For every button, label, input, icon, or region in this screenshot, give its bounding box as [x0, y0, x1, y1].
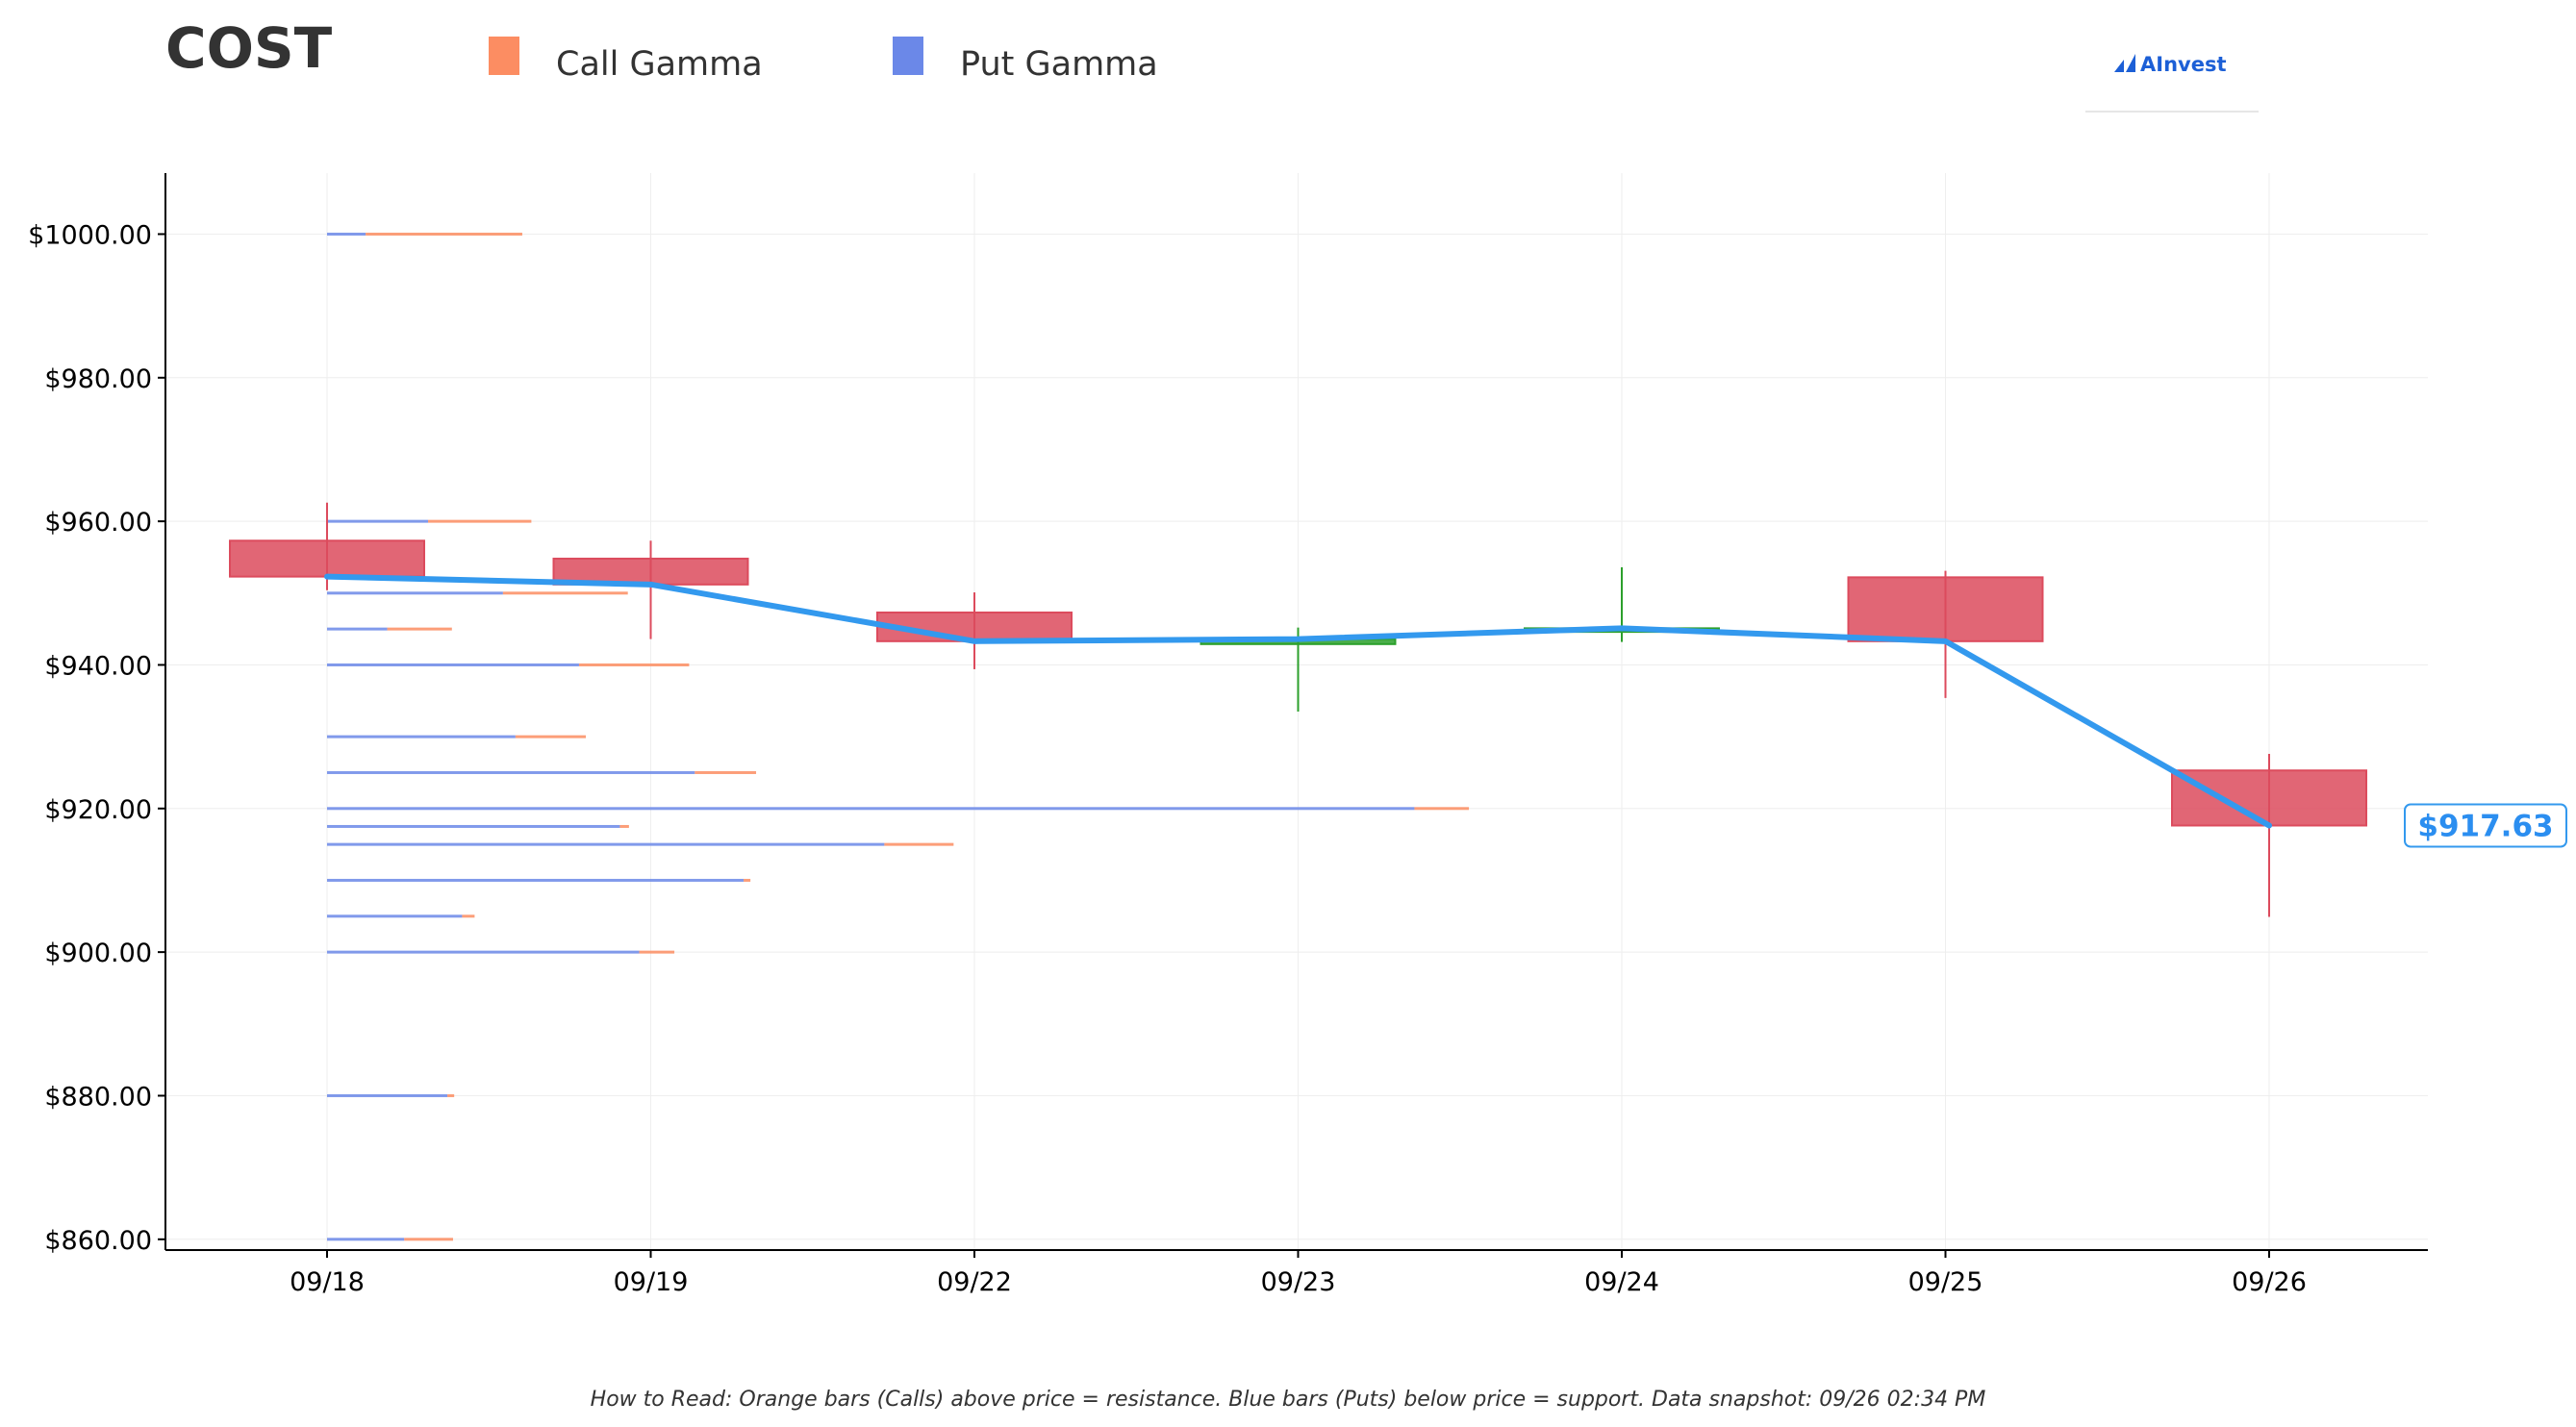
put-gamma-bar — [327, 807, 1415, 811]
call-gamma-legend-label: Call Gamma — [556, 45, 763, 84]
y-tick-label: $960.00 — [44, 508, 152, 538]
put-gamma-bar — [327, 627, 388, 631]
call-gamma-bar — [515, 735, 587, 739]
call-gamma-bar — [695, 770, 757, 774]
call-gamma-bar — [619, 824, 629, 828]
chart-title: COST — [165, 15, 333, 81]
call-gamma-bar — [744, 878, 751, 882]
candle-body — [1847, 576, 2044, 642]
x-tick-label: 09/24 — [1584, 1267, 1659, 1297]
put-gamma-bar — [327, 770, 695, 774]
close-price-line — [324, 573, 2272, 829]
current-price-value: $917.63 — [2417, 809, 2553, 843]
x-tick-label: 09/19 — [614, 1267, 689, 1297]
y-tick-label: $1000.00 — [28, 220, 152, 250]
y-tick-label: $980.00 — [44, 364, 152, 394]
legend: Call Gamma Put Gamma — [489, 37, 1158, 84]
y-tick-label: $860.00 — [44, 1226, 152, 1256]
put-gamma-bar — [327, 842, 885, 846]
put-gamma-bar — [327, 232, 366, 236]
put-gamma-legend-label: Put Gamma — [960, 45, 1158, 84]
call-gamma-bar — [447, 1093, 455, 1097]
current-price-label: $917.63 — [2404, 803, 2567, 848]
put-gamma-bar — [327, 950, 640, 954]
x-tick-label: 09/18 — [290, 1267, 365, 1297]
call-gamma-bar — [404, 1238, 453, 1241]
call-gamma-bar — [366, 232, 522, 236]
ainvest-logo-text: AInvest — [2140, 53, 2227, 76]
ainvest-logo-icon — [2114, 54, 2135, 72]
call-gamma-bar — [884, 842, 954, 846]
call-gamma-legend-swatch — [489, 37, 519, 75]
y-tick-label: $940.00 — [44, 651, 152, 681]
put-gamma-bar — [327, 914, 463, 918]
y-tick-label: $900.00 — [44, 939, 152, 968]
call-gamma-bar — [387, 627, 452, 631]
call-gamma-bar — [1414, 807, 1470, 811]
x-tick-label: 09/26 — [2232, 1267, 2307, 1297]
put-gamma-bar — [327, 663, 579, 666]
call-gamma-bar — [639, 950, 675, 954]
put-gamma-bar — [327, 591, 503, 595]
call-gamma-bar — [428, 519, 532, 523]
put-gamma-bar — [327, 1093, 448, 1097]
put-gamma-bar — [327, 519, 429, 523]
y-tick-label: $880.00 — [44, 1082, 152, 1112]
put-gamma-legend-swatch — [893, 37, 923, 75]
put-gamma-bar — [327, 878, 745, 882]
candle-body — [2171, 769, 2367, 827]
put-gamma-bar — [327, 1238, 405, 1241]
y-tick-label: $920.00 — [44, 795, 152, 825]
put-gamma-bar — [327, 824, 620, 828]
x-tick-label: 09/23 — [1261, 1267, 1336, 1297]
x-tick-label: 09/25 — [1908, 1267, 1983, 1297]
put-gamma-bar — [327, 735, 516, 739]
how-to-read-footnote: How to Read: Orange bars (Calls) above p… — [591, 1388, 1986, 1412]
x-tick-label: 09/22 — [937, 1267, 1012, 1297]
current-price-box — [2404, 803, 2567, 848]
candle-body — [229, 539, 425, 578]
ainvest-logo: AInvest — [2085, 53, 2259, 113]
call-gamma-bar — [578, 663, 690, 666]
call-gamma-bar — [502, 591, 628, 595]
call-gamma-bar — [462, 914, 475, 918]
